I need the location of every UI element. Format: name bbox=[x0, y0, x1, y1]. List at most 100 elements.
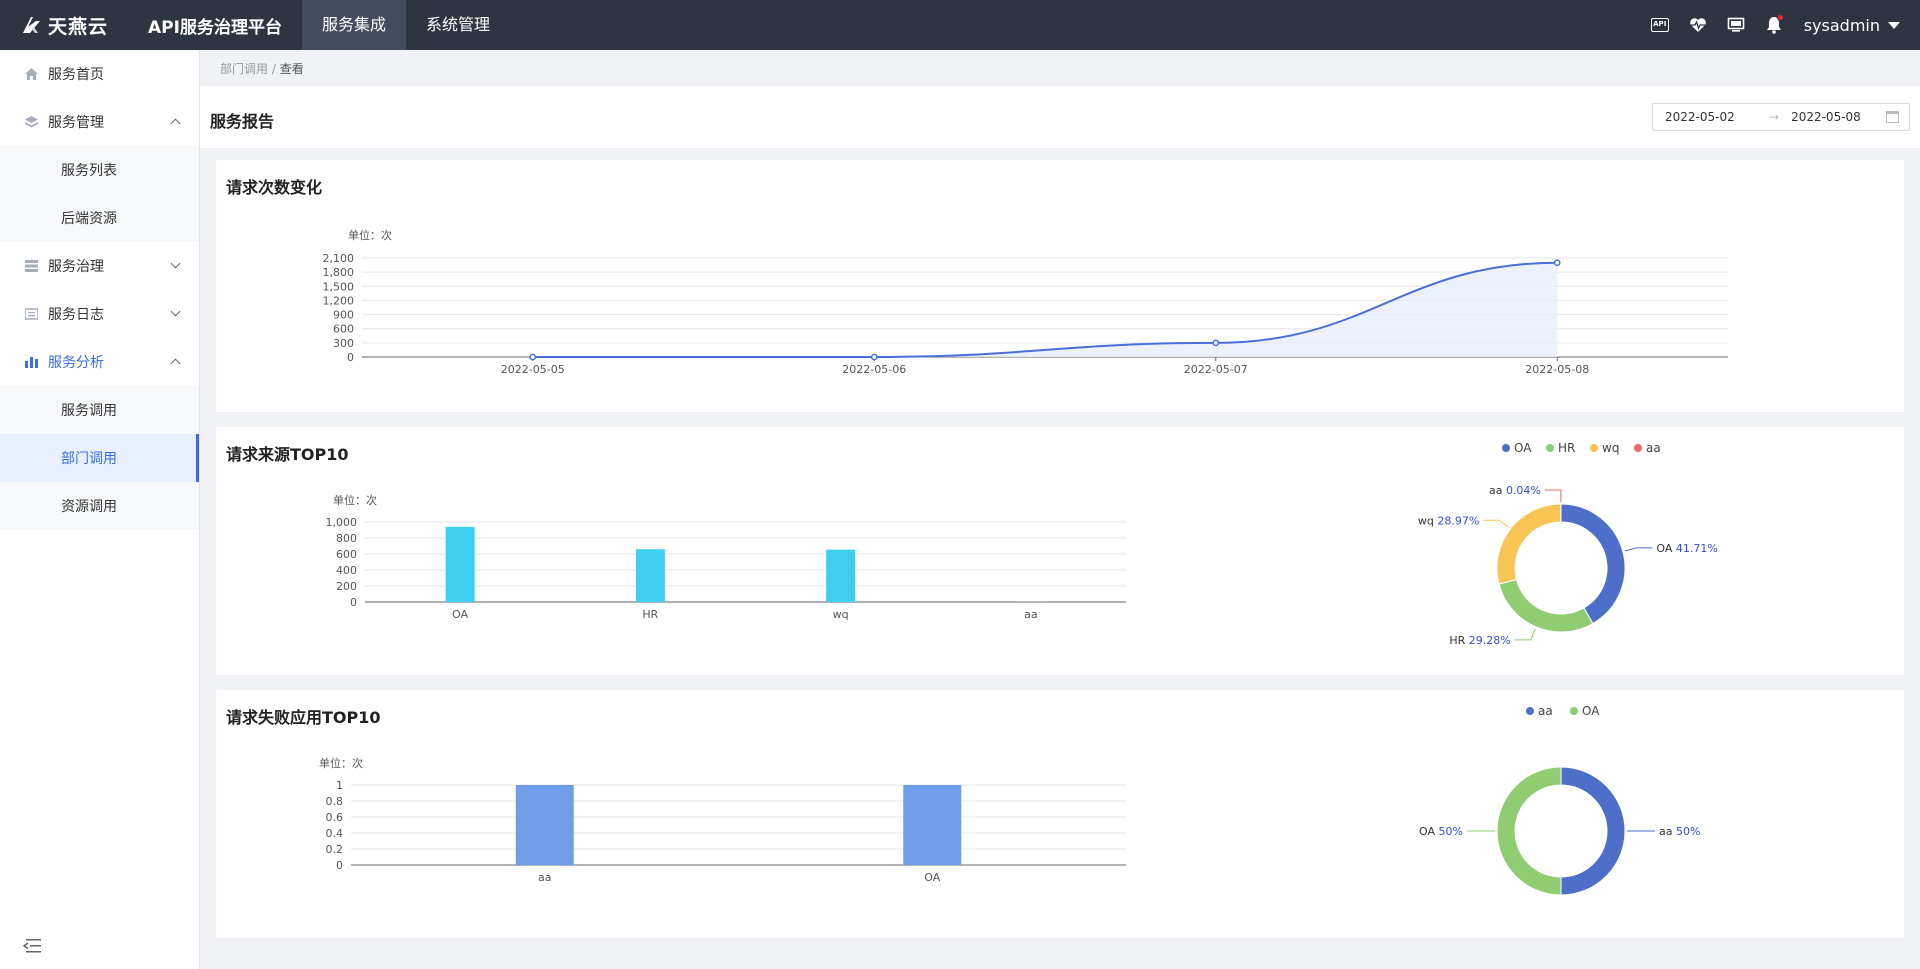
sidebar-item-department-calls[interactable]: 部门调用 bbox=[0, 434, 199, 482]
top-right-tools: API sysadmin bbox=[1632, 0, 1900, 50]
top-bar: 天燕云 API服务治理平台 服务集成 系统管理 API bbox=[0, 0, 1920, 50]
x-tick-label: OA bbox=[452, 608, 468, 621]
slice-percent: 41.71% bbox=[1676, 542, 1718, 555]
sidebar-item-label: 服务首页 bbox=[48, 67, 104, 83]
legend-label: OA bbox=[1514, 441, 1532, 455]
failed-app-card: 请求失败应用TOP10 单位：次 0 0.2 0.4 0.6 0.8 1 aa OA aa OA a… bbox=[216, 690, 1904, 938]
legend-label: HR bbox=[1558, 441, 1575, 455]
legend-marker bbox=[1590, 444, 1598, 452]
user-menu[interactable]: sysadmin bbox=[1804, 16, 1900, 35]
card-title: 请求来源TOP10 bbox=[226, 445, 349, 464]
y-tick-label: 1,500 bbox=[323, 280, 355, 293]
chevron-down-icon bbox=[170, 258, 181, 269]
breadcrumb: 部门调用 / 查看 bbox=[220, 60, 304, 77]
date-end-input[interactable]: 2022-05-08 bbox=[1791, 110, 1861, 124]
slice-name: OA bbox=[1419, 825, 1439, 838]
sidebar-item-backend-resources[interactable]: 后端资源 bbox=[61, 211, 117, 227]
sidebar-item-service-home[interactable]: 服务首页 bbox=[0, 50, 199, 98]
pie-slice bbox=[1496, 503, 1562, 585]
log-list-icon bbox=[24, 307, 38, 321]
x-tick-label: 2022-05-08 bbox=[1525, 363, 1589, 376]
request-count-card: 请求次数变化 单位：次 0 300 600 900 1,200 1,500 1,800 2,10… bbox=[216, 160, 1904, 412]
slice-label: OA 50% bbox=[1419, 825, 1463, 838]
data-point bbox=[1553, 259, 1561, 267]
caret-down-icon bbox=[1888, 21, 1900, 29]
legend-label: wq bbox=[1602, 441, 1619, 455]
submenu-service-management: 服务列表 后端资源 bbox=[0, 146, 199, 242]
y-tick-label: 0.2 bbox=[326, 843, 344, 856]
slice-name: OA bbox=[1656, 542, 1676, 555]
chart-unit-label: 单位：次 bbox=[348, 228, 392, 242]
sidebar-item-service-calls[interactable]: 服务调用 bbox=[61, 403, 117, 419]
chevron-up-icon bbox=[170, 118, 181, 129]
submenu-service-analysis: 服务调用 部门调用 资源调用 bbox=[0, 386, 199, 530]
x-tick-label: aa bbox=[1024, 608, 1037, 621]
sidebar-item-resource-calls[interactable]: 资源调用 bbox=[61, 499, 117, 515]
topnav-system-management[interactable]: 系统管理 bbox=[425, 15, 490, 34]
sidebar-item-label: 服务日志 bbox=[48, 307, 104, 323]
logo-text: 天燕云 bbox=[48, 15, 109, 38]
logo-icon bbox=[23, 17, 40, 33]
y-tick-label: 1,000 bbox=[326, 516, 358, 529]
sidebar-item-service-analysis[interactable]: 服务分析 bbox=[0, 338, 199, 386]
date-start-input[interactable]: 2022-05-02 bbox=[1665, 110, 1735, 124]
heartbeat-icon[interactable] bbox=[1688, 15, 1708, 35]
data-point bbox=[529, 353, 537, 361]
x-tick-label: HR bbox=[642, 608, 658, 621]
notification-bell-icon[interactable] bbox=[1764, 14, 1784, 35]
calendar-icon[interactable] bbox=[1886, 111, 1899, 123]
topnav-service-integration[interactable]: 服务集成 bbox=[301, 0, 406, 50]
bar bbox=[826, 549, 856, 602]
sidebar-item-service-management[interactable]: 服务管理 bbox=[0, 98, 199, 146]
top-nav: 服务集成 系统管理 bbox=[301, 0, 510, 50]
y-tick-label: 0 bbox=[350, 596, 357, 609]
y-tick-label: 0.6 bbox=[326, 811, 344, 824]
x-tick-label: 2022-05-07 bbox=[1184, 363, 1248, 376]
report-header: 服务报告 2022-05-02 → 2022-05-08 bbox=[200, 86, 1920, 148]
slice-percent: 50% bbox=[1676, 825, 1700, 838]
x-tick-label: wq bbox=[833, 608, 849, 621]
collapse-sidebar-icon[interactable] bbox=[22, 938, 42, 954]
api-doc-icon[interactable]: API bbox=[1650, 15, 1670, 35]
breadcrumb-parent[interactable]: 部门调用 bbox=[220, 62, 269, 76]
home-icon bbox=[24, 67, 38, 81]
slice-name: wq bbox=[1418, 514, 1437, 527]
chevron-down-icon bbox=[170, 306, 181, 317]
y-tick-label: 0.4 bbox=[326, 827, 344, 840]
pie-slice bbox=[1560, 503, 1626, 625]
screen-icon bbox=[1727, 17, 1745, 32]
y-tick-label: 400 bbox=[336, 564, 357, 577]
sidebar-item-service-governance[interactable]: 服务治理 bbox=[0, 242, 199, 290]
monitor-icon[interactable] bbox=[1726, 15, 1746, 35]
breadcrumb-separator: / bbox=[271, 62, 276, 76]
legend-marker bbox=[1502, 444, 1510, 452]
card-title: 请求失败应用TOP10 bbox=[226, 708, 381, 727]
y-tick-label: 200 bbox=[336, 580, 357, 593]
legend-label: OA bbox=[1582, 704, 1600, 718]
pie-slice bbox=[1496, 766, 1562, 896]
sidebar-item-service-logs[interactable]: 服务日志 bbox=[0, 290, 199, 338]
data-point bbox=[1212, 339, 1220, 347]
label-leader-line bbox=[1483, 519, 1510, 529]
slice-name: aa bbox=[1659, 825, 1676, 838]
pie-slice bbox=[1560, 766, 1626, 896]
bell-icon bbox=[1766, 17, 1781, 34]
series-line bbox=[532, 261, 1558, 358]
api-icon-label: API bbox=[1650, 18, 1669, 32]
slice-name: HR bbox=[1449, 634, 1468, 647]
y-tick-label: 1,200 bbox=[323, 294, 355, 307]
data-point bbox=[870, 353, 878, 361]
sidebar: 服务首页 服务管理 服务列表 后端资源 服务治理 服务日志 服务分析 服务调用 … bbox=[0, 50, 200, 969]
sidebar-item-label: 服务管理 bbox=[48, 115, 104, 131]
date-range-picker[interactable]: 2022-05-02 → 2022-05-08 bbox=[1652, 103, 1910, 131]
failed-app-bar-chart: 单位：次 0 0.2 0.4 0.6 0.8 1 aa OA bbox=[319, 756, 1126, 884]
slice-label: aa 0.04% bbox=[1489, 484, 1541, 497]
logo[interactable]: 天燕云 bbox=[20, 12, 108, 39]
slice-percent: 28.97% bbox=[1437, 514, 1479, 527]
chart-unit-label: 单位：次 bbox=[333, 493, 377, 507]
layers-icon bbox=[24, 115, 38, 129]
slice-percent: 0.04% bbox=[1506, 484, 1541, 497]
sidebar-item-service-list[interactable]: 服务列表 bbox=[61, 163, 117, 179]
